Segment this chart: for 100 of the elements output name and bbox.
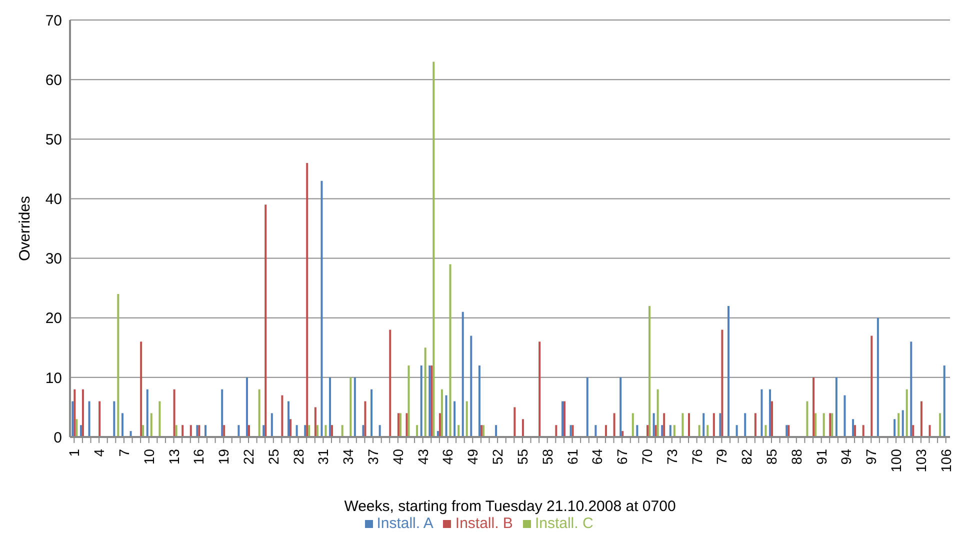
bar <box>771 401 774 437</box>
legend-label: Install. B <box>455 515 513 532</box>
bar <box>121 413 124 437</box>
bar <box>370 389 373 437</box>
x-tick-label: 43 <box>414 448 431 465</box>
bar <box>620 377 622 437</box>
bar <box>894 419 896 437</box>
bar <box>939 413 942 437</box>
bar <box>458 425 460 437</box>
x-tick-label: 34 <box>340 448 356 465</box>
bar <box>854 425 856 437</box>
y-tick-label: 40 <box>45 191 62 208</box>
x-tick-label: 37 <box>365 448 382 465</box>
x-tick-label: 73 <box>664 448 680 465</box>
bar <box>270 413 273 437</box>
bar <box>354 377 356 437</box>
bar <box>432 62 435 437</box>
bar <box>306 162 308 437</box>
bar <box>438 413 441 437</box>
bar <box>943 366 946 437</box>
x-tick-label: 28 <box>290 448 306 465</box>
bar <box>146 389 148 437</box>
x-tick-label: 82 <box>738 448 755 465</box>
bar <box>182 425 184 437</box>
bar <box>258 389 260 437</box>
bar <box>698 425 700 437</box>
bar <box>449 264 452 437</box>
bar <box>835 377 838 437</box>
bar <box>721 330 724 437</box>
bar <box>920 401 922 437</box>
bar <box>204 425 206 437</box>
bar <box>656 389 659 437</box>
x-tick-label: 70 <box>638 448 655 465</box>
y-tick-label: 50 <box>45 131 62 148</box>
y-tick-label: 10 <box>45 370 62 387</box>
bar <box>424 348 426 437</box>
bar <box>870 336 873 437</box>
y-tick-label: 70 <box>45 12 62 30</box>
x-tick-label: 76 <box>688 448 705 465</box>
x-tick-label: 52 <box>490 448 506 465</box>
bar <box>736 425 738 437</box>
bar <box>906 389 908 437</box>
bar <box>440 389 443 437</box>
bar <box>117 294 120 437</box>
bar <box>760 389 763 437</box>
bar <box>140 342 142 437</box>
bar <box>331 425 334 437</box>
bar <box>175 425 178 437</box>
bar <box>223 425 226 437</box>
x-tick-label: 46 <box>440 448 456 465</box>
x-tick-label: 85 <box>764 448 780 465</box>
bar <box>76 419 78 437</box>
y-tick-label: 20 <box>45 310 62 328</box>
bar <box>652 413 655 437</box>
bar <box>661 425 664 437</box>
bar <box>646 425 648 437</box>
x-tick-label: 19 <box>216 448 232 465</box>
bar <box>648 306 650 437</box>
x-tick-label: 7 <box>116 448 132 457</box>
bar <box>928 425 931 437</box>
bar <box>673 425 676 437</box>
bar <box>320 180 323 437</box>
bar <box>814 413 817 437</box>
bar <box>406 413 408 437</box>
bar <box>719 413 722 437</box>
bar <box>72 401 74 437</box>
x-tick-label: 58 <box>539 448 556 465</box>
bar <box>669 425 672 437</box>
bar <box>852 419 854 437</box>
x-tick-label: 40 <box>390 448 406 465</box>
x-tick-label: 55 <box>514 448 530 465</box>
bar <box>744 413 746 437</box>
bar <box>262 425 265 437</box>
bar <box>910 342 912 437</box>
x-tick-label: 49 <box>464 448 481 465</box>
bar <box>324 425 327 437</box>
x-tick-label: 16 <box>190 448 207 465</box>
bar <box>408 366 410 437</box>
bar <box>362 425 364 437</box>
y-axis-title: Overrides <box>16 196 34 262</box>
bar <box>308 425 310 437</box>
bar <box>522 419 524 437</box>
bar <box>378 425 381 437</box>
bar <box>74 389 76 437</box>
legend-label: Install. A <box>376 515 434 532</box>
bar <box>604 425 607 437</box>
bar <box>769 389 772 437</box>
bar <box>304 425 306 437</box>
bar <box>702 413 705 437</box>
bar <box>316 425 318 437</box>
x-tick-label: 31 <box>315 448 332 465</box>
bar <box>248 425 250 437</box>
y-tick-label: 60 <box>45 72 62 89</box>
bar <box>142 425 144 437</box>
bar <box>478 366 480 437</box>
bar <box>150 413 152 437</box>
bar <box>341 425 344 437</box>
bar <box>555 425 558 437</box>
bar <box>221 389 224 437</box>
bar <box>329 377 332 437</box>
